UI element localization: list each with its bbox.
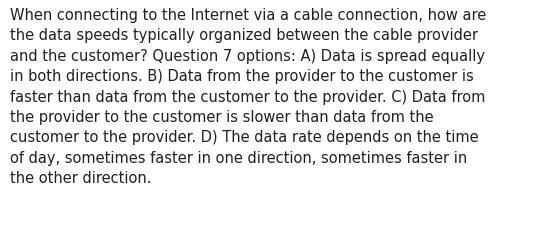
Text: When connecting to the Internet via a cable connection, how are
the data speeds : When connecting to the Internet via a ca… <box>10 8 486 185</box>
